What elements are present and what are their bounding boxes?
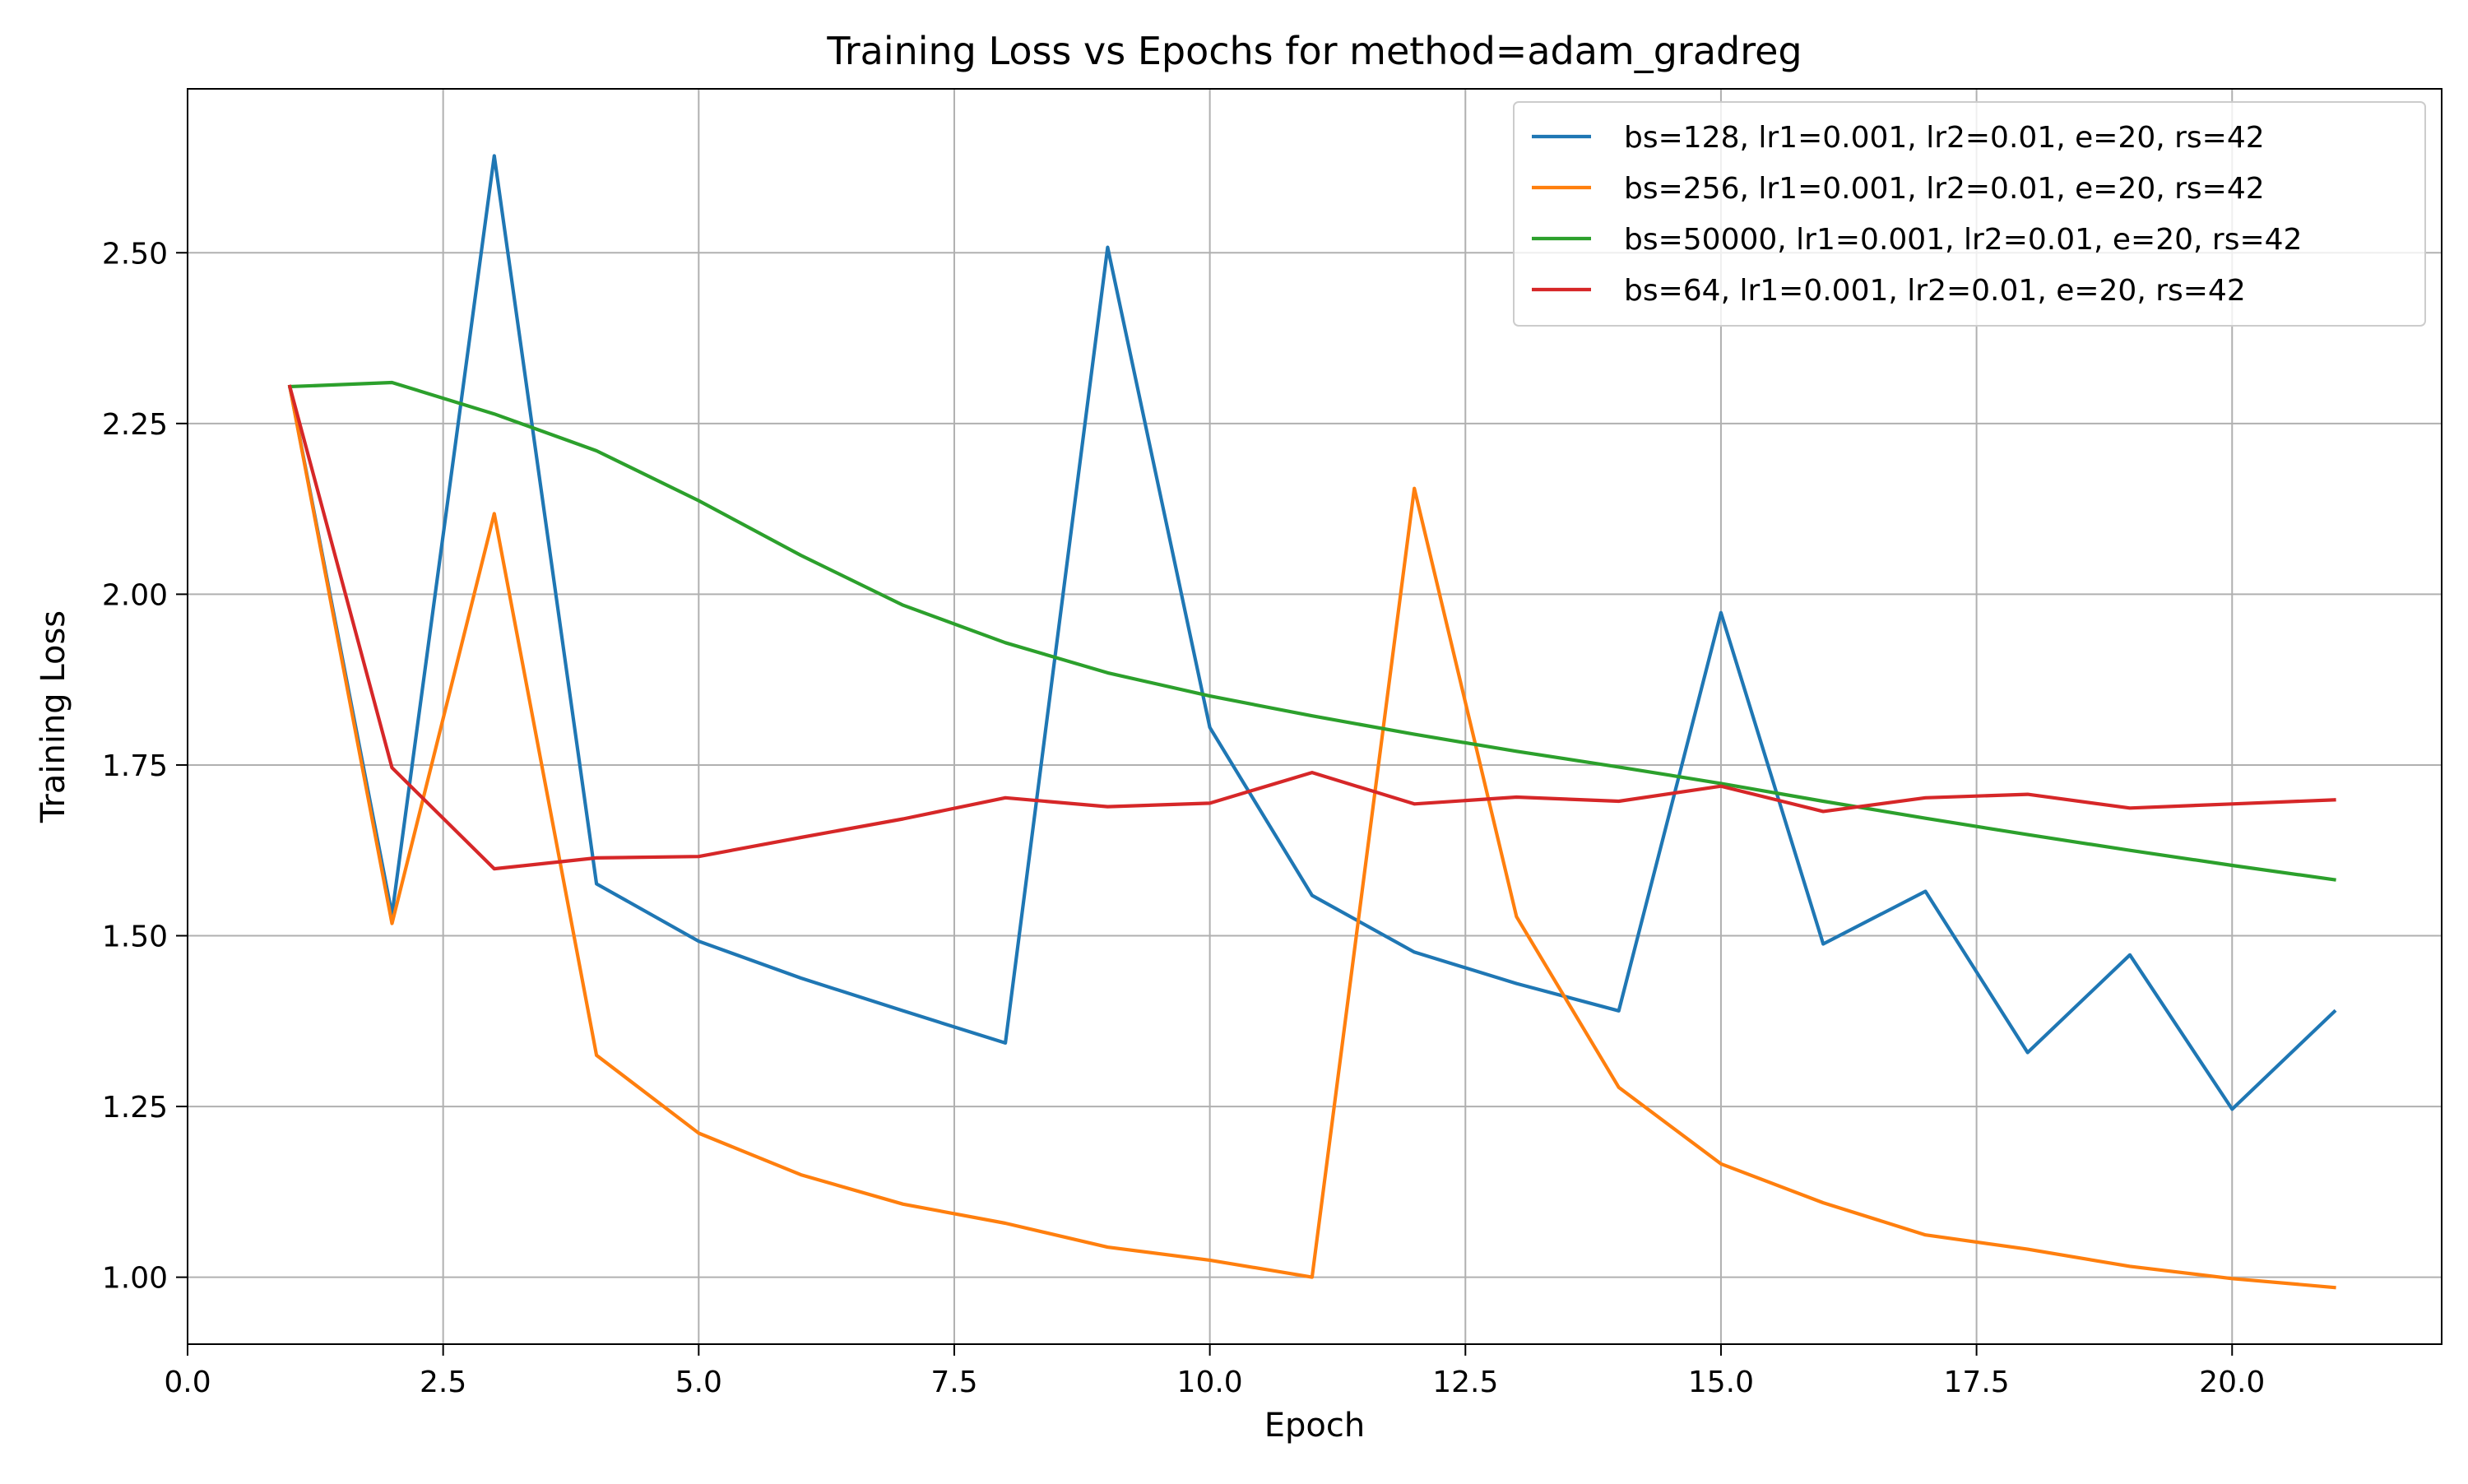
- legend-label: bs=256, lr1=0.001, lr2=0.01, e=20, rs=42: [1624, 172, 2265, 206]
- series-lines: [287, 154, 2337, 1290]
- y-tick-label: 1.25: [102, 1091, 168, 1125]
- y-tick-label: 1.00: [102, 1262, 168, 1296]
- y-tick-label: 2.00: [102, 578, 168, 612]
- y-tick-label: 1.50: [102, 921, 168, 954]
- x-tick-label: 10.0: [1177, 1366, 1243, 1399]
- legend-label: bs=64, lr1=0.001, lr2=0.01, e=20, rs=42: [1624, 274, 2246, 308]
- legend-label: bs=50000, lr1=0.001, lr2=0.01, e=20, rs=…: [1624, 223, 2302, 257]
- plot-frame: [187, 88, 2442, 1345]
- series-line-4: [287, 384, 2336, 871]
- legend-label: bs=128, lr1=0.001, lr2=0.01, e=20, rs=42: [1624, 121, 2265, 155]
- x-axis-ticks: 0.0 2.5 5.0 7.5 10.0 12.5 15.0 17.5 20.0: [164, 1344, 2265, 1399]
- x-tick-label: 20.0: [2199, 1366, 2265, 1399]
- y-tick-label: 1.75: [102, 749, 168, 783]
- legend: bs=128, lr1=0.001, lr2=0.01, e=20, rs=42…: [1513, 101, 2426, 327]
- series-line-1: [287, 154, 2337, 1111]
- y-axis-ticks: 1.00 1.25 1.50 1.75 2.00 2.25 2.50: [102, 237, 188, 1296]
- y-tick-label: 2.25: [102, 408, 168, 442]
- chart-title: Training Loss vs Epochs for method=adam_…: [826, 29, 1802, 73]
- x-tick-label: 17.5: [1944, 1366, 2010, 1399]
- x-tick-label: 5.0: [675, 1366, 722, 1399]
- x-axis-label: Epoch: [1264, 1407, 1365, 1445]
- legend-box: [1513, 101, 2426, 327]
- y-axis-label: Training Loss: [35, 610, 72, 823]
- series-line-3: [288, 380, 2336, 882]
- x-tick-label: 12.5: [1432, 1366, 1498, 1399]
- x-tick-label: 15.0: [1688, 1366, 1754, 1399]
- x-tick-label: 7.5: [930, 1366, 977, 1399]
- x-tick-label: 2.5: [420, 1366, 466, 1399]
- y-tick-label: 2.50: [102, 237, 168, 271]
- series-line-2: [287, 384, 2336, 1290]
- x-tick-label: 0.0: [164, 1366, 211, 1399]
